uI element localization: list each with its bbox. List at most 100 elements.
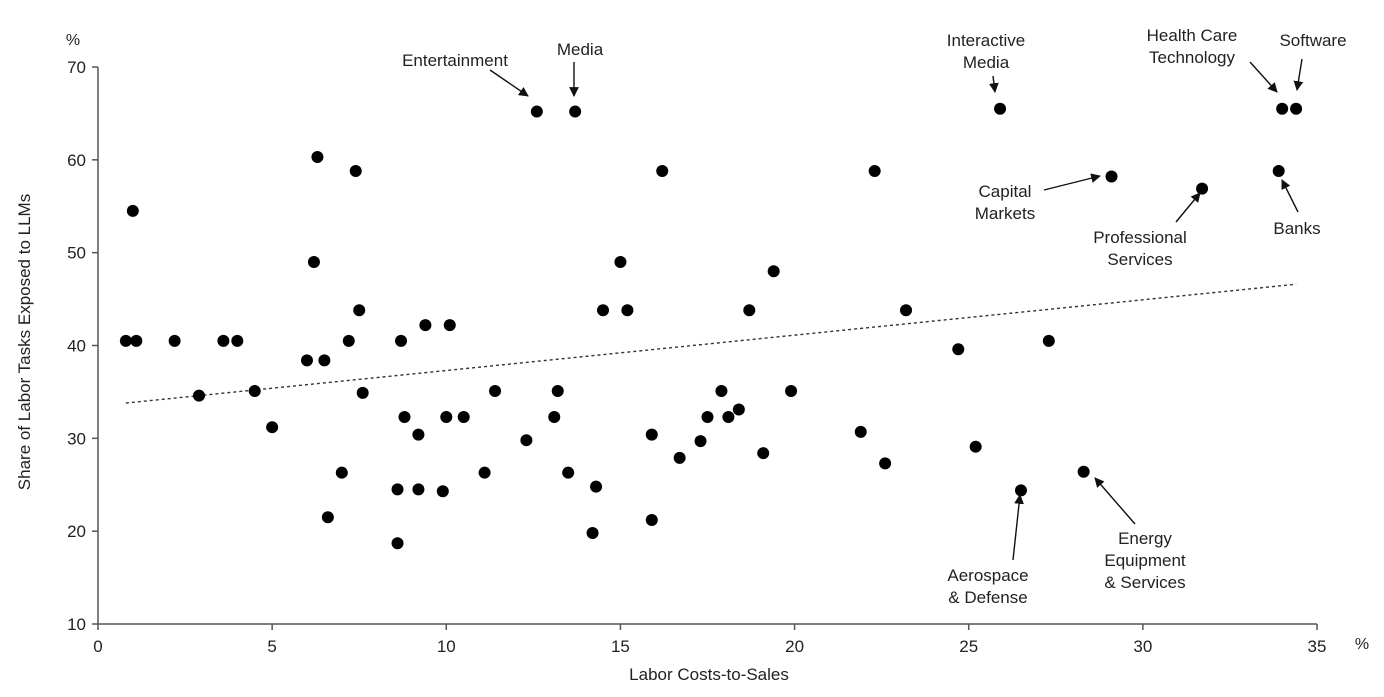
data-point bbox=[1105, 170, 1118, 183]
axes: 10 20 30 40 50 60 70 0 5 10 15 20 25 30 35 bbox=[67, 58, 1326, 656]
data-point bbox=[715, 384, 728, 397]
data-point bbox=[732, 403, 745, 416]
y-tick-label: 70 bbox=[67, 58, 86, 77]
annotation-arrow bbox=[989, 75, 999, 93]
data-point bbox=[419, 319, 432, 332]
data-point bbox=[548, 410, 561, 423]
data-point bbox=[694, 435, 707, 448]
x-axis-title: Labor Costs-to-Sales bbox=[629, 665, 789, 684]
data-point bbox=[900, 304, 913, 317]
annotation: Media bbox=[557, 40, 604, 97]
y-tick-label: 60 bbox=[67, 151, 86, 170]
annotation-label: Software bbox=[1279, 31, 1346, 50]
data-point bbox=[994, 102, 1007, 115]
y-tick-label: 20 bbox=[67, 522, 86, 541]
annotation-arrow bbox=[1281, 179, 1299, 213]
data-point bbox=[673, 451, 686, 464]
annotation-arrow bbox=[1175, 192, 1201, 223]
annotation: Professional Services bbox=[1093, 192, 1201, 269]
x-tick-label: 5 bbox=[267, 637, 276, 656]
data-point bbox=[1276, 102, 1289, 115]
data-point bbox=[457, 410, 470, 423]
data-point bbox=[335, 466, 348, 479]
data-point bbox=[767, 265, 780, 278]
x-tick-label: 30 bbox=[1133, 637, 1152, 656]
annotation-label: Entertainment bbox=[402, 51, 508, 70]
annotation-label: Energy Equipment & Services bbox=[1104, 529, 1186, 592]
annotation-label: Media bbox=[557, 40, 604, 59]
y-tick-label: 50 bbox=[67, 244, 86, 263]
x-tick-label: 25 bbox=[959, 637, 978, 656]
x-tick-label: 0 bbox=[93, 637, 102, 656]
data-point bbox=[701, 410, 714, 423]
data-point bbox=[621, 304, 634, 317]
data-point bbox=[436, 485, 449, 498]
data-point bbox=[398, 410, 411, 423]
x-tick-label: 10 bbox=[437, 637, 456, 656]
data-point bbox=[248, 384, 261, 397]
data-point bbox=[1272, 164, 1285, 177]
data-point bbox=[126, 204, 139, 217]
data-point bbox=[443, 319, 456, 332]
trendline bbox=[125, 283, 1297, 404]
annotation: Health Care Technology bbox=[1147, 26, 1278, 93]
x-tick-label: 15 bbox=[611, 637, 630, 656]
data-point bbox=[311, 151, 324, 164]
annotation: Software bbox=[1279, 31, 1347, 91]
annotation: Entertainment bbox=[402, 51, 529, 97]
data-point bbox=[321, 511, 334, 524]
annotation: Interactive Media bbox=[947, 31, 1025, 93]
data-point bbox=[785, 384, 798, 397]
data-point bbox=[1042, 334, 1055, 347]
y-tick-label: 40 bbox=[67, 337, 86, 356]
data-point bbox=[969, 440, 982, 453]
annotation-label: Aerospace & Defense bbox=[947, 566, 1028, 607]
annotation: Capital Markets bbox=[975, 173, 1101, 223]
data-point bbox=[478, 466, 491, 479]
data-point bbox=[1014, 484, 1027, 497]
data-point bbox=[1196, 182, 1209, 195]
data-point bbox=[868, 164, 881, 177]
data-point bbox=[656, 164, 669, 177]
data-point bbox=[412, 483, 425, 496]
data-point bbox=[722, 410, 735, 423]
data-point bbox=[562, 466, 575, 479]
annotation-arrow bbox=[489, 69, 529, 97]
x-axis-unit: % bbox=[1355, 636, 1369, 653]
y-axis-title: Share of Labor Tasks Exposed to LLMs bbox=[15, 194, 34, 490]
annotation-label: Banks bbox=[1273, 219, 1320, 238]
data-point bbox=[119, 334, 132, 347]
data-point bbox=[356, 386, 369, 399]
data-point bbox=[300, 354, 313, 367]
data-point bbox=[597, 304, 610, 317]
data-point bbox=[193, 389, 206, 402]
data-point bbox=[1290, 102, 1303, 115]
annotation: Energy Equipment & Services bbox=[1094, 477, 1186, 592]
data-point bbox=[520, 434, 533, 447]
annotation-label: Capital Markets bbox=[975, 182, 1035, 223]
data-point bbox=[391, 483, 404, 496]
points-group bbox=[119, 102, 1303, 550]
y-tick-label: 30 bbox=[67, 429, 86, 448]
data-point bbox=[349, 164, 362, 177]
data-point bbox=[645, 514, 658, 527]
annotation-label: Interactive Media bbox=[947, 31, 1025, 72]
annotation-arrow bbox=[1094, 477, 1136, 525]
data-point bbox=[645, 428, 658, 441]
data-point bbox=[217, 334, 230, 347]
data-point bbox=[854, 425, 867, 438]
x-tick-label: 35 bbox=[1308, 637, 1327, 656]
data-point bbox=[1077, 465, 1090, 478]
annotations-group: Entertainment Media Interactive Media Health… bbox=[402, 26, 1346, 607]
data-point bbox=[168, 334, 181, 347]
data-point bbox=[353, 304, 366, 317]
data-point bbox=[489, 384, 502, 397]
data-point bbox=[586, 527, 599, 540]
data-point bbox=[590, 480, 603, 493]
annotation-arrow bbox=[1293, 58, 1304, 91]
data-point bbox=[440, 410, 453, 423]
data-point bbox=[307, 255, 320, 268]
data-point bbox=[130, 334, 143, 347]
annotation: Aerospace & Defense bbox=[947, 494, 1029, 607]
